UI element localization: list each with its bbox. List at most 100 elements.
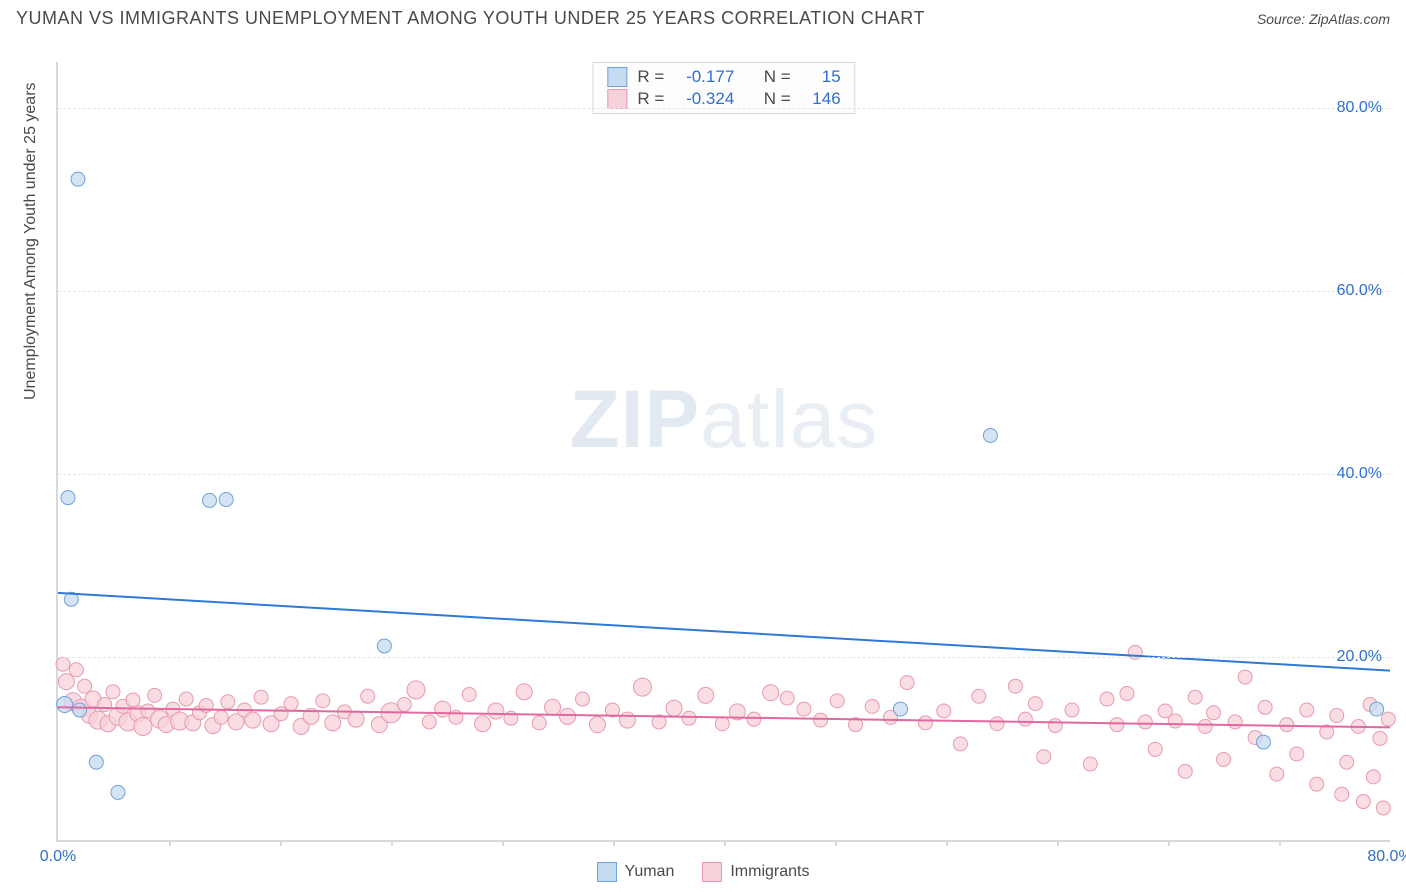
x-tick-minor: [502, 840, 504, 846]
gridline: [58, 291, 1390, 292]
gridline: [58, 474, 1390, 475]
data-point: [1018, 712, 1032, 726]
data-point: [763, 685, 779, 701]
data-point: [89, 755, 103, 769]
y-axis-label: Unemployment Among Youth under 25 years: [22, 82, 40, 400]
data-point: [214, 710, 228, 724]
x-tick-minor: [946, 840, 948, 846]
data-point: [1370, 702, 1384, 716]
data-point: [348, 711, 364, 727]
data-point: [865, 699, 879, 713]
data-point: [1256, 735, 1270, 749]
data-point: [1065, 703, 1079, 717]
data-point: [61, 491, 75, 505]
data-point: [1300, 703, 1314, 717]
data-point: [1310, 777, 1324, 791]
data-point: [397, 698, 411, 712]
legend-label-yuman: Yuman: [625, 863, 675, 881]
data-point: [633, 678, 651, 696]
data-point: [126, 693, 140, 707]
gridline: [58, 657, 1390, 658]
data-point: [148, 688, 162, 702]
data-point: [1083, 757, 1097, 771]
gridline: [58, 108, 1390, 109]
data-point: [1258, 700, 1272, 714]
swatch-immigrants-bottom: [702, 862, 722, 882]
data-point: [1188, 690, 1202, 704]
data-point: [666, 700, 682, 716]
y-tick-label: 40.0%: [1337, 465, 1382, 483]
data-point: [1238, 670, 1252, 684]
data-point: [488, 703, 504, 719]
plot-svg: [58, 62, 1390, 840]
data-point: [1217, 752, 1231, 766]
data-point: [532, 716, 546, 730]
data-point: [682, 711, 696, 725]
legend-bottom: Yuman Immigrants: [0, 862, 1406, 882]
data-point: [1340, 755, 1354, 769]
data-point: [1330, 709, 1344, 723]
data-point: [179, 692, 193, 706]
data-point: [134, 718, 152, 736]
x-tick-minor: [169, 840, 171, 846]
data-point: [937, 704, 951, 718]
data-point: [56, 657, 70, 671]
swatch-yuman-bottom: [597, 862, 617, 882]
x-tick-minor: [1168, 840, 1170, 846]
legend-item-yuman: Yuman: [597, 862, 675, 882]
data-point: [747, 712, 761, 726]
data-point: [284, 697, 298, 711]
y-tick-label: 80.0%: [1337, 99, 1382, 117]
data-point: [900, 676, 914, 690]
data-point: [715, 717, 729, 731]
x-tick-minor: [280, 840, 282, 846]
data-point: [57, 697, 73, 713]
data-point: [435, 701, 451, 717]
data-point: [325, 715, 341, 731]
data-point: [316, 694, 330, 708]
data-point: [422, 715, 436, 729]
data-point: [1290, 747, 1304, 761]
data-point: [893, 702, 907, 716]
data-point: [972, 689, 986, 703]
data-point: [1100, 692, 1114, 706]
data-point: [1356, 795, 1370, 809]
data-point: [377, 639, 391, 653]
data-point: [1366, 770, 1380, 784]
data-point: [361, 689, 375, 703]
data-point: [918, 716, 932, 730]
data-point: [254, 690, 268, 704]
data-point: [1037, 750, 1051, 764]
data-point: [814, 713, 828, 727]
data-point: [1048, 719, 1062, 733]
data-point: [73, 703, 87, 717]
data-point: [545, 699, 561, 715]
data-point: [1198, 720, 1212, 734]
chart-title: YUMAN VS IMMIGRANTS UNEMPLOYMENT AMONG Y…: [16, 8, 925, 29]
data-point: [1178, 764, 1192, 778]
data-point: [203, 493, 217, 507]
x-tick-minor: [613, 840, 615, 846]
data-point: [1148, 742, 1162, 756]
data-point: [1335, 787, 1349, 801]
data-point: [1168, 714, 1182, 728]
x-tick-minor: [1057, 840, 1059, 846]
legend-item-immigrants: Immigrants: [702, 862, 809, 882]
data-point: [1008, 679, 1022, 693]
legend-label-immigrants: Immigrants: [730, 863, 809, 881]
data-point: [1120, 687, 1134, 701]
data-point: [983, 428, 997, 442]
data-point: [58, 674, 74, 690]
plot-area: ZIPatlas R = -0.177 N = 15 R = -0.324 N …: [56, 62, 1390, 842]
data-point: [219, 493, 233, 507]
data-point: [619, 712, 635, 728]
data-point: [698, 687, 714, 703]
data-point: [221, 695, 235, 709]
data-point: [1207, 706, 1221, 720]
data-point: [1373, 731, 1387, 745]
data-point: [990, 717, 1004, 731]
data-point: [953, 737, 967, 751]
data-point: [1138, 715, 1152, 729]
data-point: [407, 681, 425, 699]
data-point: [98, 698, 112, 712]
